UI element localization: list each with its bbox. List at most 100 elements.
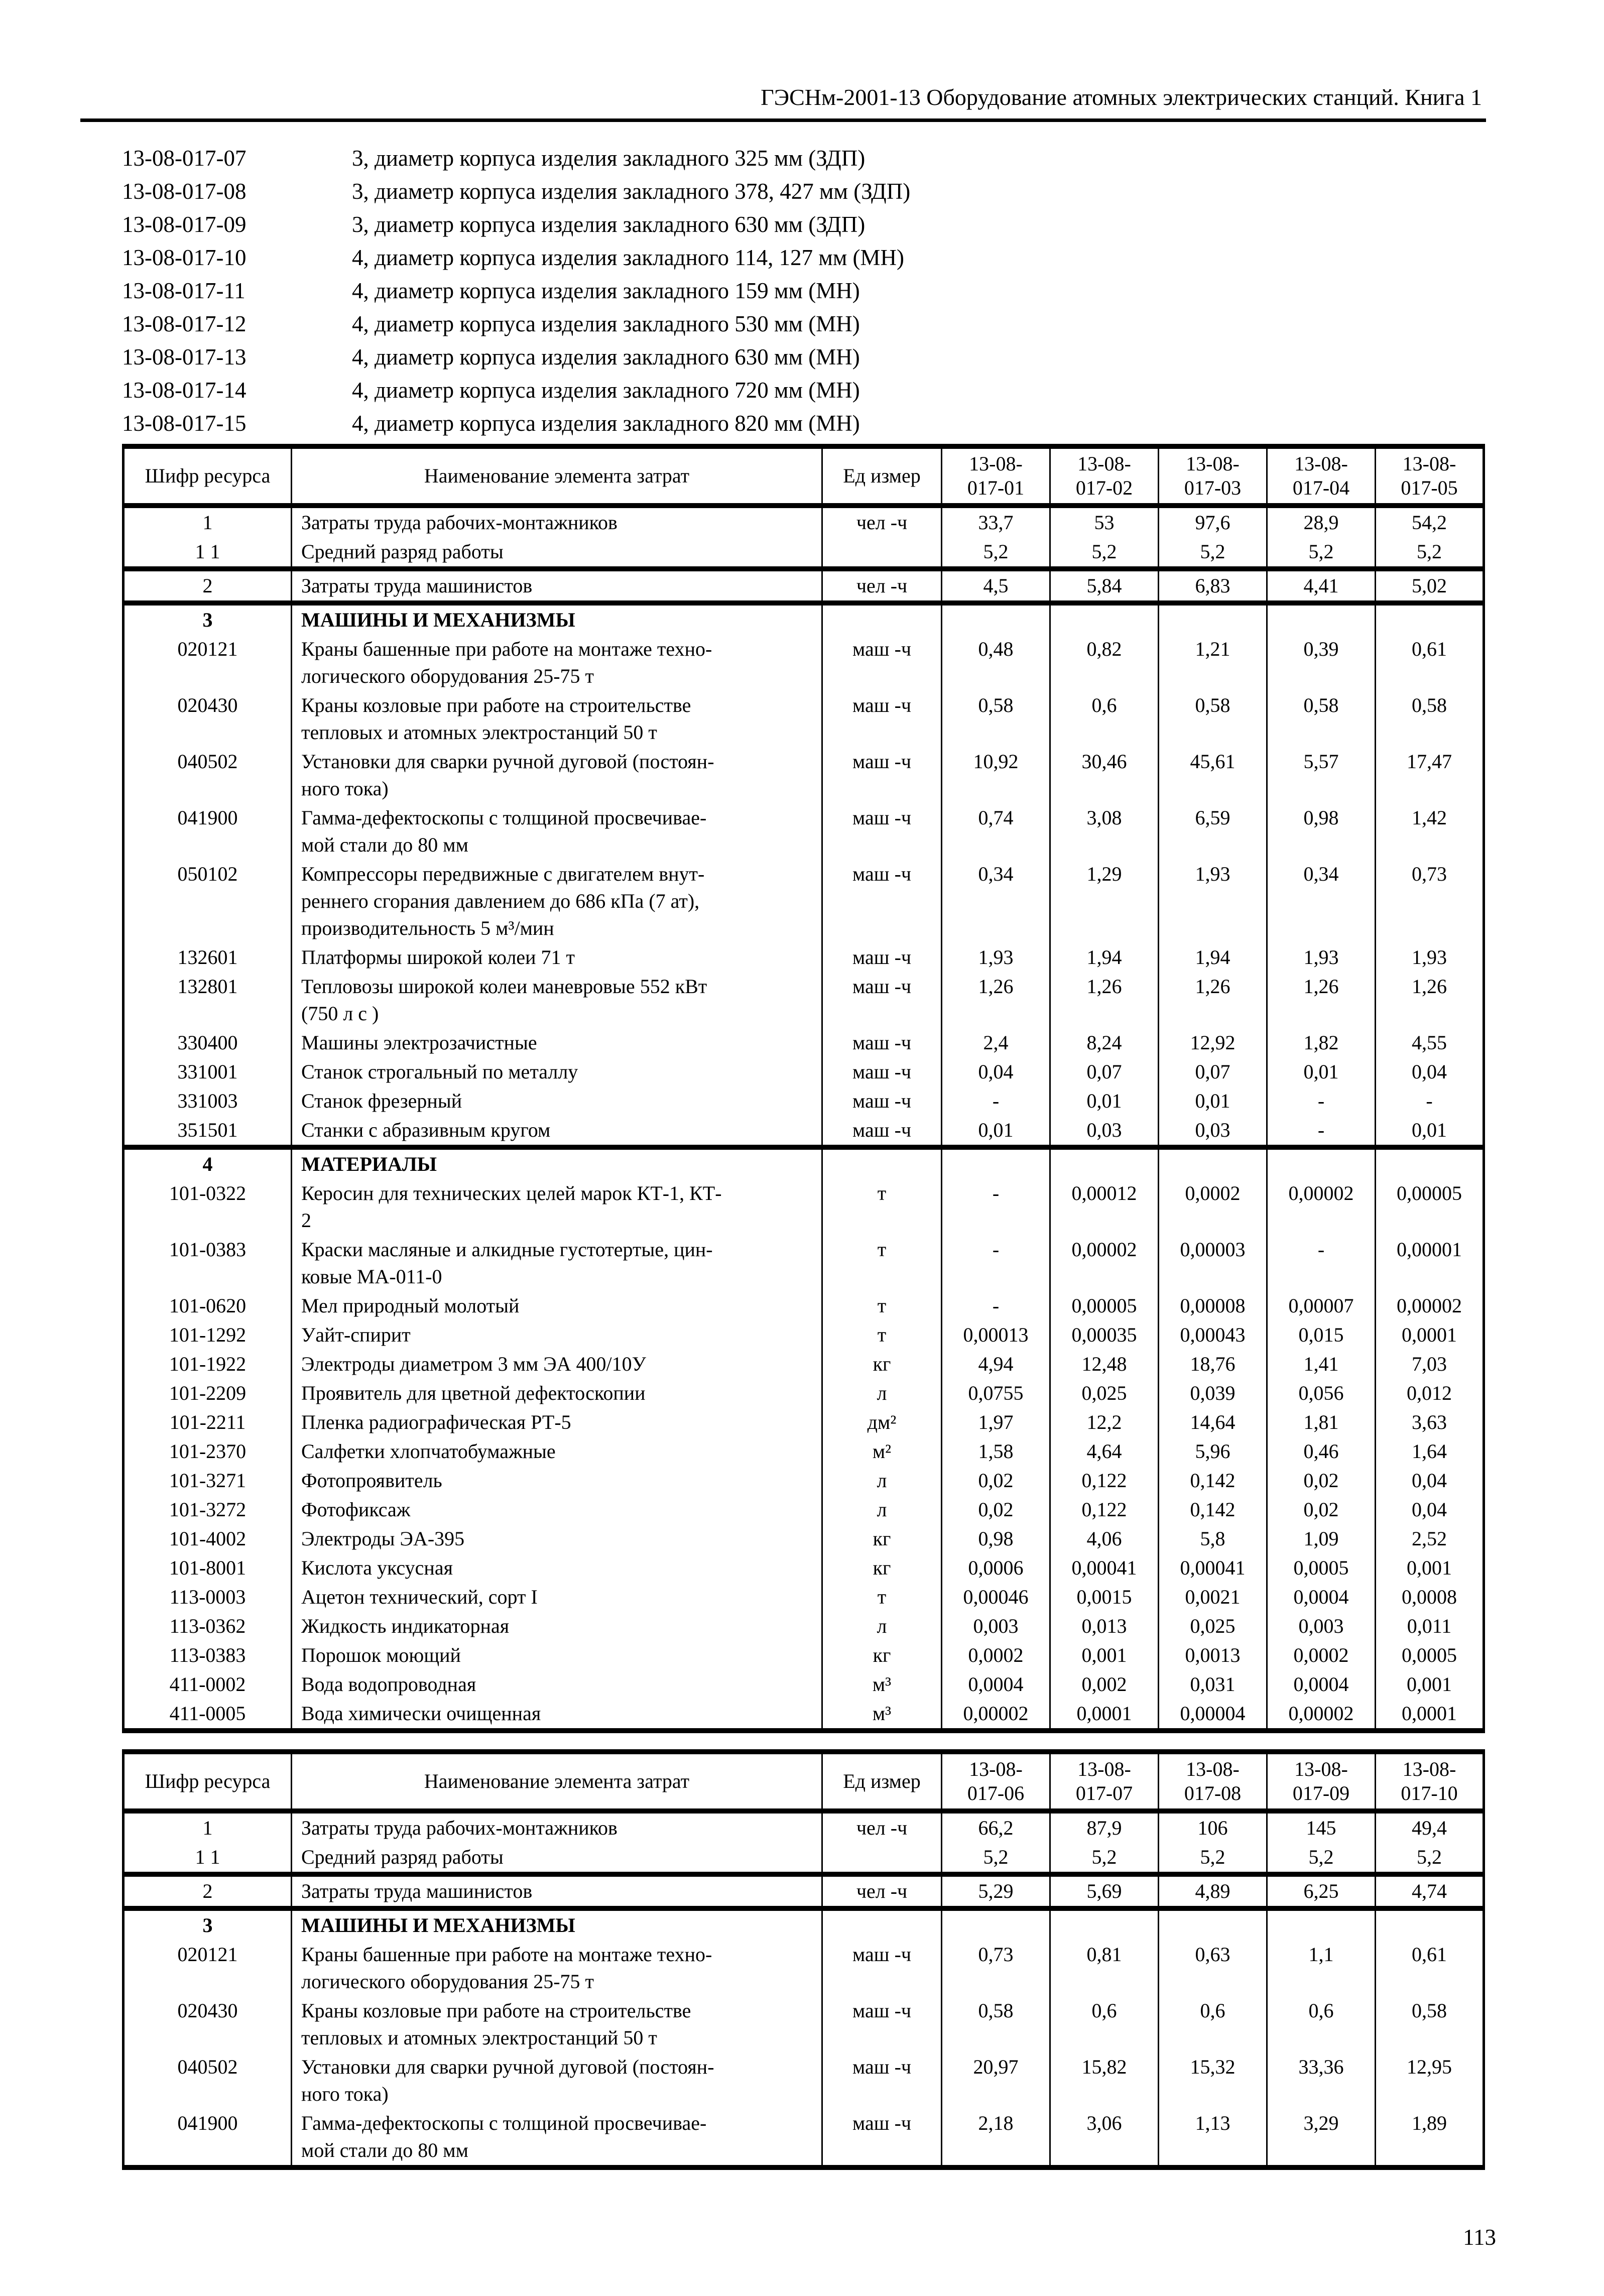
value-cell: 0,00008: [1158, 1291, 1268, 1320]
table-row: 132601 Платформы широкой колеи 71 т маш -ч…: [122, 943, 1485, 972]
unit-cell: маш -ч: [821, 691, 942, 747]
value-cell: [1266, 1147, 1376, 1179]
table-row: 101-2370 Салфетки хлопчатобумажные м² 1,58 4…: [122, 1437, 1485, 1466]
norm-item: 13-08-017-10 4, диаметр корпуса изделия з…: [122, 241, 1508, 274]
value-cell: 0,012: [1375, 1379, 1485, 1408]
value-cell: 17,47: [1375, 747, 1485, 803]
value-cell: 4,74: [1375, 1874, 1485, 1908]
value-cell: [1375, 1147, 1485, 1179]
value-cell: 0,82: [1049, 635, 1159, 691]
value-cell: 0,0002: [1158, 1179, 1268, 1235]
resource-code-cell: 113-0383: [122, 1641, 292, 1670]
cost-name-cell: Вода водопроводная: [291, 1670, 823, 1699]
value-cell: [1158, 1908, 1268, 1940]
resource-code-cell: 1 1: [122, 1843, 292, 1874]
table-row: 3 МАШИНЫ И МЕХАНИЗМЫ: [122, 1908, 1485, 1940]
cost-name-cell: Краны башенные при работе на монтаже тех…: [291, 635, 823, 691]
value-cell: 0,0004: [1266, 1670, 1376, 1699]
resource-code-cell: 101-1922: [122, 1350, 292, 1379]
value-cell: 4,41: [1266, 569, 1376, 603]
value-cell: 0,74: [941, 803, 1051, 860]
value-cell: 0,39: [1266, 635, 1376, 691]
table-section: 3 МАШИНЫ И МЕХАНИЗМЫ 020121 Краны башенные …: [122, 1908, 1485, 2167]
table-row: 331001 Станок строгальный по металлу маш -…: [122, 1057, 1485, 1086]
unit-cell: маш -ч: [821, 972, 942, 1028]
value-cell: 0,00004: [1158, 1699, 1268, 1731]
value-cell: 1,09: [1266, 1524, 1376, 1553]
table-row: 101-2209 Проявитель для цветной дефектоск…: [122, 1379, 1485, 1408]
cost-name-cell: МАШИНЫ И МЕХАНИЗМЫ: [291, 603, 823, 635]
value-cell: 1,26: [1375, 972, 1485, 1028]
value-cell: 0,01: [1375, 1116, 1485, 1147]
unit-cell: маш -ч: [821, 1086, 942, 1116]
unit-cell: маш -ч: [821, 2109, 942, 2167]
value-cell: 5,96: [1158, 1437, 1268, 1466]
resource-code-cell: 020121: [122, 1940, 292, 1996]
value-cell: 5,2: [1266, 537, 1376, 569]
resource-code-cell: 4: [122, 1147, 292, 1179]
cost-table-1: Шифр ресурса Наименование элемента затрат…: [122, 444, 1485, 1733]
cost-name-cell: Затраты труда рабочих-монтажников: [291, 506, 823, 537]
value-cell: 1,26: [1158, 972, 1268, 1028]
value-cell: 0,025: [1158, 1612, 1268, 1641]
table-section: 3 МАШИНЫ И МЕХАНИЗМЫ 020121 Краны башенные …: [122, 603, 1485, 1147]
cost-name-cell: Фотопроявитель: [291, 1466, 823, 1495]
table-row: 040502 Установки для сварки ручной дугово…: [122, 2052, 1485, 2109]
table-row: 4 МАТЕРИАЛЫ: [122, 1147, 1485, 1179]
value-cell: 53: [1049, 506, 1159, 537]
table-row: 020121 Краны башенные при работе на монта…: [122, 635, 1485, 691]
value-cell: 0,00043: [1158, 1320, 1268, 1350]
value-cell: 0,011: [1375, 1612, 1485, 1641]
value-cell: 0,58: [1266, 691, 1376, 747]
table-row: 020430 Краны козловые при работе на строи…: [122, 1996, 1485, 2052]
unit-cell: кг: [821, 1641, 942, 1670]
table-row: 1 1 Средний разряд работы 5,2 5,2 5,2 5,2 5,2: [122, 537, 1485, 569]
value-cell: 0,73: [1375, 860, 1485, 943]
value-cell: 0,6: [1049, 1996, 1159, 2052]
unit-cell: чел -ч: [821, 1811, 942, 1843]
value-cell: 0,00002: [1266, 1699, 1376, 1731]
cost-name-cell: Станок фрезерный: [291, 1086, 823, 1116]
value-cell: 1,93: [1158, 860, 1268, 943]
cost-name-cell: МАТЕРИАЛЫ: [291, 1147, 823, 1179]
page-title: ГЭСНм-2001-13 Оборудование атомных элект…: [761, 84, 1482, 110]
unit-cell: м³: [821, 1670, 942, 1699]
unit-cell: маш -ч: [821, 747, 942, 803]
value-cell: [1266, 603, 1376, 635]
norm-description: 4, диаметр корпуса изделия закладного 15…: [352, 278, 860, 303]
value-cell: 0,04: [1375, 1466, 1485, 1495]
unit-cell: дм²: [821, 1408, 942, 1437]
value-cell: 145: [1266, 1811, 1376, 1843]
table-row: 041900 Гамма-дефектоскопы с толщиной прос…: [122, 803, 1485, 860]
col-header-norm-code: 13-08- 017-03: [1158, 446, 1268, 506]
cost-name-cell: Ацетон технический, сорт I: [291, 1583, 823, 1612]
col-header-norm-code: 13-08- 017-05: [1375, 446, 1485, 506]
resource-code-cell: 330400: [122, 1028, 292, 1057]
value-cell: 5,2: [941, 537, 1051, 569]
value-cell: -: [941, 1179, 1051, 1235]
value-cell: [1049, 603, 1159, 635]
value-cell: 49,4: [1375, 1811, 1485, 1843]
value-cell: 1,1: [1266, 1940, 1376, 1996]
cost-name-cell: Гамма-дефектоскопы с толщиной просвечива…: [291, 803, 823, 860]
value-cell: 0,98: [1266, 803, 1376, 860]
value-cell: 28,9: [1266, 506, 1376, 537]
page-number: 113: [1463, 2225, 1496, 2250]
value-cell: 0,00041: [1158, 1553, 1268, 1583]
value-cell: 0,04: [1375, 1057, 1485, 1086]
table-row: 101-0383 Краски масляные и алкидные густо…: [122, 1235, 1485, 1291]
value-cell: 5,2: [1375, 1843, 1485, 1874]
unit-cell: м²: [821, 1437, 942, 1466]
norm-code: 13-08-017-09: [122, 212, 246, 237]
value-cell: 0,00013: [941, 1320, 1051, 1350]
table-section: 1 Затраты труда рабочих-монтажников чел -ч…: [122, 1811, 1485, 1874]
value-cell: 0,6: [1266, 1996, 1376, 2052]
value-cell: 20,97: [941, 2052, 1051, 2109]
col-header-unit: Ед измер: [821, 1752, 942, 1811]
value-cell: 1,21: [1158, 635, 1268, 691]
value-cell: 0,00002: [1375, 1291, 1485, 1320]
value-cell: 0,0013: [1158, 1641, 1268, 1670]
value-cell: 3,08: [1049, 803, 1159, 860]
value-cell: 5,2: [1158, 1843, 1268, 1874]
